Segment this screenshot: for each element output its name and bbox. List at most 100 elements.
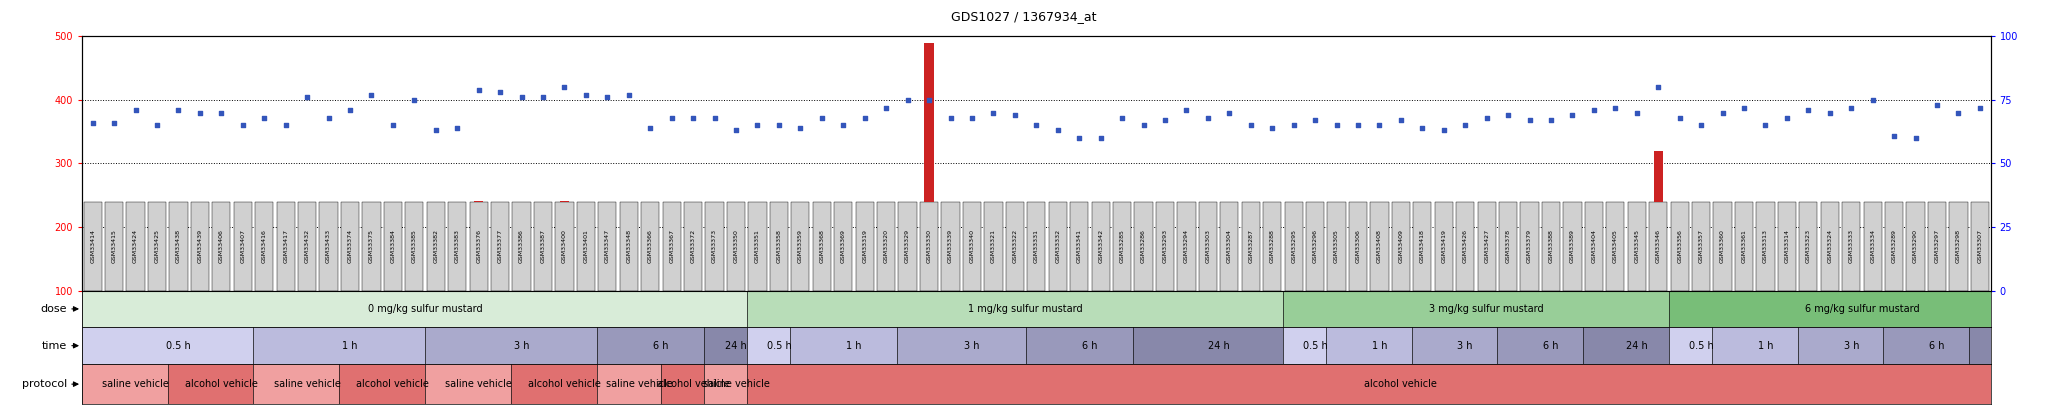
Text: GSM33296: GSM33296 xyxy=(1313,229,1317,263)
Bar xyxy=(84,202,102,290)
Text: GSM33409: GSM33409 xyxy=(1399,229,1403,263)
Text: GSM33295: GSM33295 xyxy=(1290,229,1296,263)
Point xyxy=(719,127,752,134)
Bar xyxy=(1735,202,1753,290)
Bar xyxy=(963,202,981,290)
Point xyxy=(227,122,260,129)
Text: GSM33369: GSM33369 xyxy=(842,229,846,263)
Point xyxy=(1792,107,1825,113)
Bar xyxy=(1198,202,1217,290)
Point xyxy=(334,107,367,113)
Text: protocol: protocol xyxy=(23,379,68,389)
Text: GSM33375: GSM33375 xyxy=(369,229,375,263)
Text: 24 h: 24 h xyxy=(1626,341,1649,351)
Bar xyxy=(1221,202,1239,290)
Point xyxy=(1620,109,1653,116)
Point xyxy=(1405,125,1438,131)
Bar xyxy=(748,290,1282,327)
Bar xyxy=(1583,327,1669,364)
Bar xyxy=(299,202,315,290)
Text: 3 h: 3 h xyxy=(514,341,528,351)
Point xyxy=(569,92,602,98)
Text: 24 h: 24 h xyxy=(2001,341,2023,351)
Text: GSM33438: GSM33438 xyxy=(176,229,180,263)
Point xyxy=(1599,104,1632,111)
Text: GSM33404: GSM33404 xyxy=(1591,229,1595,263)
Text: GSM33297: GSM33297 xyxy=(1935,229,1939,263)
Bar xyxy=(492,202,510,290)
Bar xyxy=(705,202,723,290)
Point xyxy=(1964,104,1997,111)
Point xyxy=(483,89,516,96)
Text: GSM33303: GSM33303 xyxy=(1206,229,1210,263)
Bar xyxy=(233,202,252,290)
Text: GSM33384: GSM33384 xyxy=(391,229,395,263)
Bar xyxy=(727,202,745,290)
Bar xyxy=(1907,202,1925,290)
Bar xyxy=(813,202,831,290)
Text: GSM33332: GSM33332 xyxy=(1055,229,1061,263)
Text: GSM33305: GSM33305 xyxy=(1333,229,1339,263)
Text: 0.5 h: 0.5 h xyxy=(1690,341,1714,351)
Point xyxy=(76,119,109,126)
Bar xyxy=(535,202,553,290)
Point xyxy=(1942,109,1974,116)
Text: GSM33426: GSM33426 xyxy=(1462,229,1468,263)
Text: 6 h: 6 h xyxy=(1081,341,1098,351)
Point xyxy=(1040,127,1073,134)
Text: GSM33427: GSM33427 xyxy=(1485,229,1489,263)
Text: 6 mg/kg sulfur mustard: 6 mg/kg sulfur mustard xyxy=(1804,304,1919,314)
Point xyxy=(676,115,709,121)
Point xyxy=(1534,117,1567,124)
Text: GSM33405: GSM33405 xyxy=(1614,229,1618,263)
Text: alcohol vehicle: alcohol vehicle xyxy=(657,379,729,389)
Point xyxy=(311,115,344,121)
Point xyxy=(655,115,688,121)
Text: GSM33314: GSM33314 xyxy=(1784,229,1790,263)
Bar xyxy=(834,202,852,290)
Text: GSM33324: GSM33324 xyxy=(1827,229,1833,263)
Bar xyxy=(1135,202,1153,290)
Bar xyxy=(748,327,791,364)
Text: GSM33414: GSM33414 xyxy=(90,229,94,263)
Text: GSM33321: GSM33321 xyxy=(991,229,995,263)
Bar xyxy=(1350,202,1368,290)
Bar xyxy=(1950,202,1968,290)
Text: alcohol vehicle: alcohol vehicle xyxy=(1364,379,1438,389)
Point xyxy=(934,115,967,121)
Point xyxy=(612,92,645,98)
Bar xyxy=(1692,202,1710,290)
Bar xyxy=(147,202,166,290)
Point xyxy=(741,122,774,129)
Bar xyxy=(426,364,510,404)
Point xyxy=(1364,122,1397,129)
Bar xyxy=(1585,202,1604,290)
Text: GSM33387: GSM33387 xyxy=(541,229,545,263)
Text: saline vehicle: saline vehicle xyxy=(102,379,170,389)
Text: GSM33439: GSM33439 xyxy=(197,229,203,263)
Bar xyxy=(319,202,338,290)
Text: GSM33322: GSM33322 xyxy=(1012,229,1018,263)
Point xyxy=(1212,109,1245,116)
Bar xyxy=(1264,202,1282,290)
Text: GSM33379: GSM33379 xyxy=(1528,229,1532,263)
Bar xyxy=(1155,202,1174,290)
Text: GSM33366: GSM33366 xyxy=(647,229,653,263)
Bar xyxy=(1327,202,1346,290)
Text: GSM33323: GSM33323 xyxy=(1806,229,1810,263)
Point xyxy=(184,109,217,116)
Bar xyxy=(340,202,358,290)
Bar xyxy=(1653,151,1663,202)
Bar xyxy=(662,364,705,404)
Point xyxy=(1298,117,1331,124)
Bar xyxy=(104,202,123,290)
Text: 0 mg/kg sulfur mustard: 0 mg/kg sulfur mustard xyxy=(369,304,483,314)
Point xyxy=(1321,122,1354,129)
Text: 1 h: 1 h xyxy=(846,341,862,351)
Bar xyxy=(82,327,254,364)
Bar xyxy=(254,327,426,364)
Text: GSM33293: GSM33293 xyxy=(1163,229,1167,263)
Bar xyxy=(641,202,659,290)
Point xyxy=(377,122,410,129)
Point xyxy=(526,94,559,101)
